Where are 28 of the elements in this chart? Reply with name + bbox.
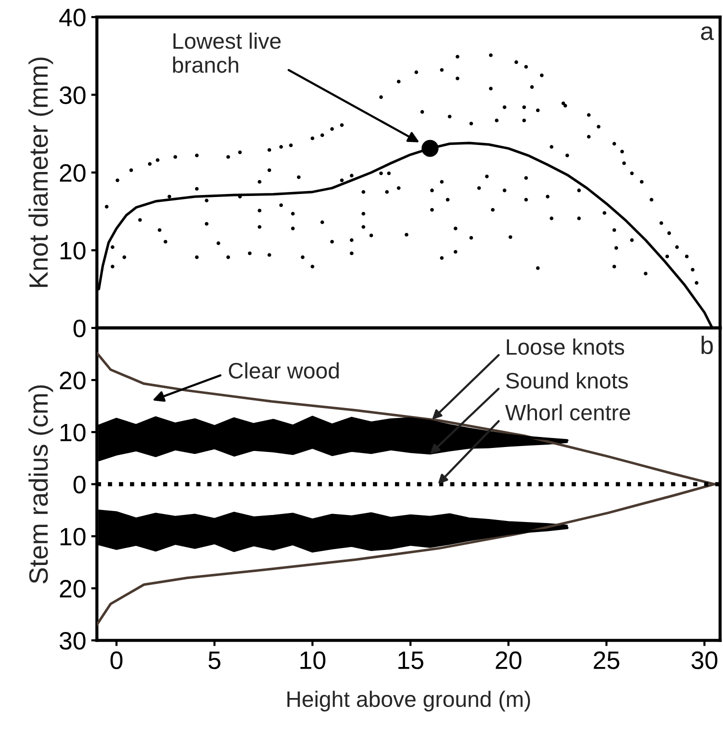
y-tick-label: 30	[60, 86, 86, 104]
y-tick-label: 0	[74, 476, 86, 494]
y-tick-label: 20	[60, 580, 86, 598]
annotation: b	[702, 336, 713, 354]
x-axis-title: Height above ground (m)	[287, 690, 530, 712]
x-tick-label: 20	[496, 651, 522, 670]
y-tick-label: 20	[60, 164, 86, 182]
y-tick-label: 10	[60, 528, 86, 546]
annotation: Loose knots	[506, 338, 624, 355]
y-tick-label: 10	[60, 242, 86, 260]
annotation: Lowest live branch	[173, 32, 281, 73]
y-tick-label: 0	[74, 320, 86, 338]
annotation: Whorl centre	[505, 404, 630, 420]
x-tick-label: 25	[594, 651, 620, 670]
y-axis-title: Knot diameter (mm)	[28, 58, 54, 287]
x-tick-label: 0	[110, 651, 122, 670]
annotation: Sound knots	[506, 372, 628, 389]
annotation: a	[701, 26, 714, 40]
x-tick-label: 15	[398, 652, 424, 670]
annotation: Clear wood	[228, 362, 339, 379]
y-axis-title: Stem radius (cm)	[28, 385, 54, 584]
y-tick-label: 30	[60, 632, 86, 650]
x-tick-label: 10	[300, 651, 326, 670]
y-tick-label: 20	[60, 372, 86, 390]
x-tick-label: 5	[208, 652, 220, 670]
x-tick-label: 30	[691, 651, 718, 670]
y-tick-label: 10	[60, 424, 86, 442]
y-tick-label: 40	[59, 8, 86, 26]
